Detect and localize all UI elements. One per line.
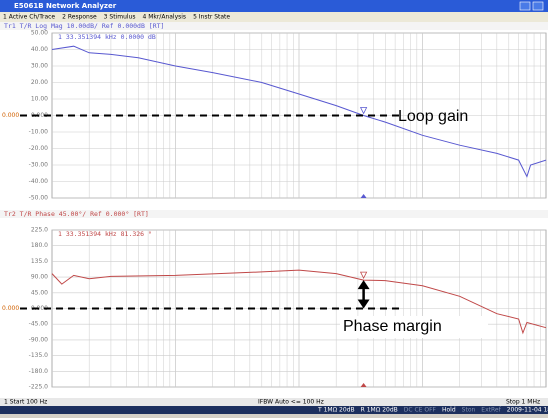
marker-label: 1 33.351394 kHz 81.326 ° bbox=[58, 230, 152, 238]
stop-label: Stop 1 MHz bbox=[506, 399, 540, 406]
menu-item[interactable]: 2 Response bbox=[62, 14, 97, 21]
menu-item[interactable]: 5 Instr State bbox=[193, 14, 230, 21]
start-label: 1 Start 100 Hz bbox=[4, 399, 47, 406]
system-bar bbox=[0, 406, 548, 414]
status-item: 2009-11-04 18: bbox=[507, 407, 548, 414]
y-tick-label: 30.00 bbox=[31, 63, 48, 70]
header-bar bbox=[0, 22, 548, 30]
y-tick-label: -30.00 bbox=[29, 162, 49, 169]
y-tick-label: -180.0 bbox=[29, 368, 49, 375]
y-tick-label: -20.00 bbox=[29, 145, 49, 152]
minimize-button[interactable] bbox=[519, 1, 531, 11]
status-item: ExtRef bbox=[481, 407, 501, 414]
status-item: R 1MΩ 20dB bbox=[361, 407, 398, 414]
y-tick-label: -90.00 bbox=[29, 336, 49, 343]
ifbw-label: IFBW Auto <= 100 Hz bbox=[258, 399, 324, 406]
trace-title: Tr2 T/R Phase 45.00°/ Ref 0.000° [RT] bbox=[4, 210, 149, 218]
y-tick-label: 10.00 bbox=[31, 96, 48, 103]
menu-bar bbox=[0, 12, 548, 22]
status-item: Hold bbox=[442, 407, 456, 414]
y-tick-label: 90.00 bbox=[31, 274, 48, 281]
menu-item[interactable]: 4 Mkr/Analysis bbox=[142, 14, 186, 21]
y-tick-label: 45.00 bbox=[31, 289, 48, 296]
menu-item[interactable]: 1 Active Ch/Trace bbox=[3, 14, 55, 21]
y-tick-label: 20.00 bbox=[31, 79, 48, 86]
ref-label: 0.000 bbox=[2, 305, 19, 312]
ref-label: 0.000 bbox=[2, 112, 19, 119]
window-title: E5061B Network Analyzer bbox=[14, 2, 117, 10]
y-tick-label: 0.000 bbox=[31, 305, 48, 312]
annotation: Loop gain bbox=[398, 108, 468, 125]
y-tick-label: -135.0 bbox=[29, 352, 49, 359]
trace-title: Tr1 T/R Log Mag 10.00dB/ Ref 0.000dB [RT… bbox=[4, 22, 164, 30]
y-tick-label: -45.00 bbox=[29, 321, 49, 328]
trace-line bbox=[51, 45, 547, 178]
title-bar bbox=[0, 0, 548, 12]
arrow-head-top bbox=[357, 280, 370, 290]
maximize-button[interactable] bbox=[532, 1, 544, 11]
marker-foot bbox=[360, 194, 367, 198]
marker-foot bbox=[360, 383, 367, 387]
annotation-bg bbox=[340, 316, 488, 338]
marker-label: 1 33.351394 kHz 0.0000 dB bbox=[58, 33, 156, 41]
status-item: Ston bbox=[462, 407, 476, 414]
header-bar bbox=[0, 210, 548, 218]
y-tick-label: -10.00 bbox=[29, 129, 49, 136]
y-tick-label: 0.000 bbox=[31, 112, 48, 119]
status-item: T 1MΩ 20dB bbox=[317, 407, 355, 414]
status-bar bbox=[0, 398, 548, 406]
y-tick-label: 135.0 bbox=[31, 258, 48, 265]
marker bbox=[359, 107, 368, 115]
marker bbox=[359, 271, 368, 280]
y-tick-label: 225.0 bbox=[31, 227, 48, 234]
y-tick-label: -50.00 bbox=[29, 195, 49, 202]
menu-item[interactable]: 3 Stimulus bbox=[104, 14, 136, 21]
annotation: Phase margin bbox=[343, 318, 442, 335]
y-tick-label: 40.00 bbox=[31, 46, 48, 53]
y-tick-label: -225.0 bbox=[29, 384, 49, 391]
y-tick-label: 50.00 bbox=[31, 30, 48, 37]
trace-line bbox=[51, 269, 547, 335]
status-item: DC CE OFF bbox=[404, 407, 437, 414]
arrow-head-bottom bbox=[357, 299, 370, 309]
y-tick-label: -40.00 bbox=[29, 178, 49, 185]
y-tick-label: 180.0 bbox=[31, 242, 48, 249]
